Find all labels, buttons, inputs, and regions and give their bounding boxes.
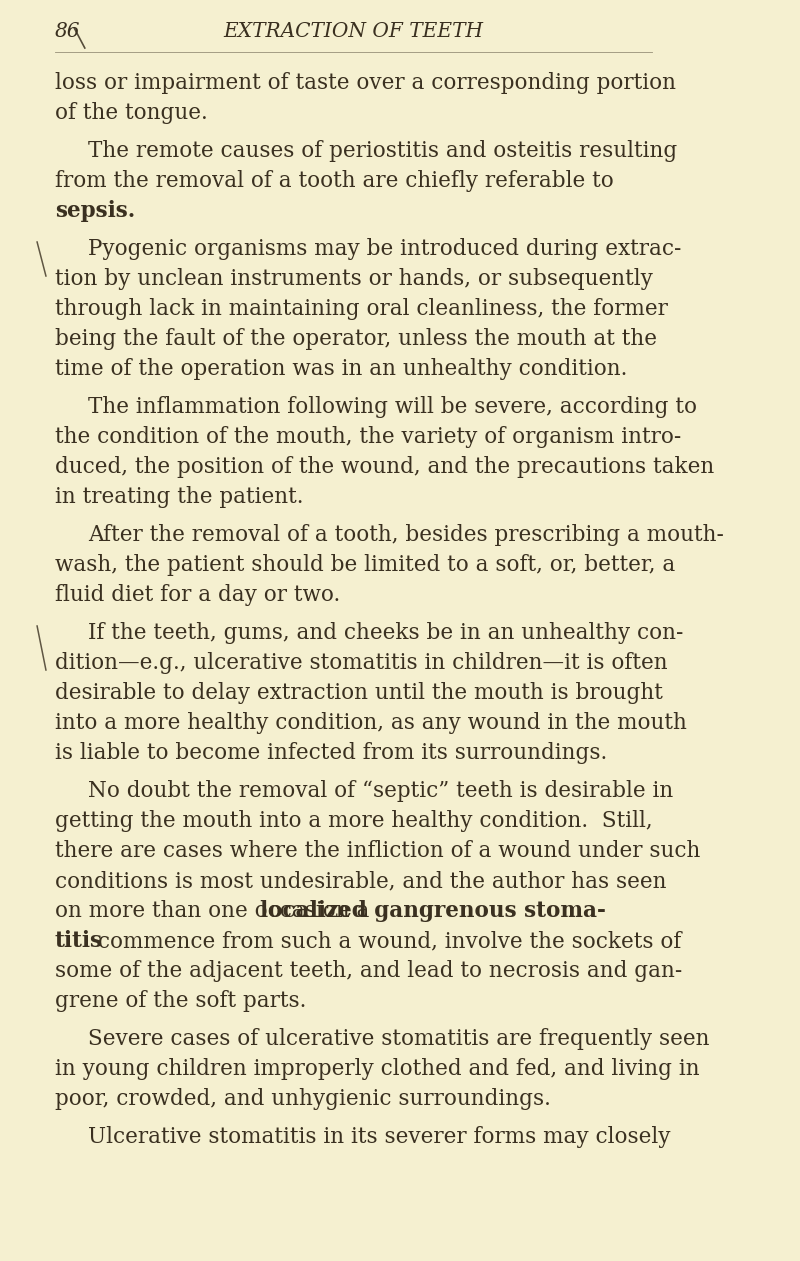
Text: is liable to become infected from its surroundings.: is liable to become infected from its su…: [54, 741, 607, 764]
Text: fluid diet for a day or two.: fluid diet for a day or two.: [54, 584, 340, 607]
Text: 86: 86: [54, 21, 80, 42]
Text: through lack in maintaining oral cleanliness, the former: through lack in maintaining oral cleanli…: [54, 298, 668, 320]
Text: from the removal of a tooth are chiefly referable to: from the removal of a tooth are chiefly …: [54, 170, 614, 192]
Text: in young children improperly clothed and fed, and living in: in young children improperly clothed and…: [54, 1058, 699, 1079]
Text: time of the operation was in an unhealthy condition.: time of the operation was in an unhealth…: [54, 358, 627, 380]
Text: the condition of the mouth, the variety of organism intro-: the condition of the mouth, the variety …: [54, 426, 681, 448]
Text: The inflammation following will be severe, according to: The inflammation following will be sever…: [88, 396, 698, 417]
Text: wash, the patient should be limited to a soft, or, better, a: wash, the patient should be limited to a…: [54, 554, 675, 576]
Text: there are cases where the infliction of a wound under such: there are cases where the infliction of …: [54, 840, 700, 863]
Text: Ulcerative stomatitis in its severer forms may closely: Ulcerative stomatitis in its severer for…: [88, 1126, 671, 1148]
Text: of the tongue.: of the tongue.: [54, 102, 207, 124]
Text: duced, the position of the wound, and the precautions taken: duced, the position of the wound, and th…: [54, 456, 714, 478]
Text: titis: titis: [54, 931, 102, 952]
Text: conditions is most undesirable, and the author has seen: conditions is most undesirable, and the …: [54, 870, 666, 892]
Text: some of the adjacent teeth, and lead to necrosis and gan-: some of the adjacent teeth, and lead to …: [54, 960, 682, 982]
Text: EXTRACTION OF TEETH: EXTRACTION OF TEETH: [223, 21, 483, 42]
Text: No doubt the removal of “septic” teeth is desirable in: No doubt the removal of “septic” teeth i…: [88, 781, 674, 802]
Text: getting the mouth into a more healthy condition.  Still,: getting the mouth into a more healthy co…: [54, 810, 652, 832]
Text: grene of the soft parts.: grene of the soft parts.: [54, 990, 306, 1013]
Text: poor, crowded, and unhygienic surroundings.: poor, crowded, and unhygienic surroundin…: [54, 1088, 550, 1110]
Text: tion by unclean instruments or hands, or subsequently: tion by unclean instruments or hands, or…: [54, 269, 653, 290]
Text: sepsis.: sepsis.: [54, 200, 135, 222]
Text: Severe cases of ulcerative stomatitis are frequently seen: Severe cases of ulcerative stomatitis ar…: [88, 1028, 710, 1050]
Text: into a more healthy condition, as any wound in the mouth: into a more healthy condition, as any wo…: [54, 712, 686, 734]
Text: loss or impairment of taste over a corresponding portion: loss or impairment of taste over a corre…: [54, 72, 676, 95]
Text: If the teeth, gums, and cheeks be in an unhealthy con-: If the teeth, gums, and cheeks be in an …: [88, 622, 684, 644]
Text: desirable to delay extraction until the mouth is brought: desirable to delay extraction until the …: [54, 682, 662, 704]
Text: dition—e.g., ulcerative stomatitis in children—it is often: dition—e.g., ulcerative stomatitis in ch…: [54, 652, 667, 673]
Text: in treating the patient.: in treating the patient.: [54, 485, 303, 508]
Text: The remote causes of periostitis and osteitis resulting: The remote causes of periostitis and ost…: [88, 140, 678, 161]
Text: After the removal of a tooth, besides prescribing a mouth-: After the removal of a tooth, besides pr…: [88, 525, 724, 546]
Text: commence from such a wound, involve the sockets of: commence from such a wound, involve the …: [91, 931, 682, 952]
Text: Pyogenic organisms may be introduced during extrac-: Pyogenic organisms may be introduced dur…: [88, 238, 682, 260]
Text: localized gangrenous stoma-: localized gangrenous stoma-: [260, 900, 606, 922]
Text: being the fault of the operator, unless the mouth at the: being the fault of the operator, unless …: [54, 328, 657, 351]
Text: on more than one occasion a: on more than one occasion a: [54, 900, 376, 922]
